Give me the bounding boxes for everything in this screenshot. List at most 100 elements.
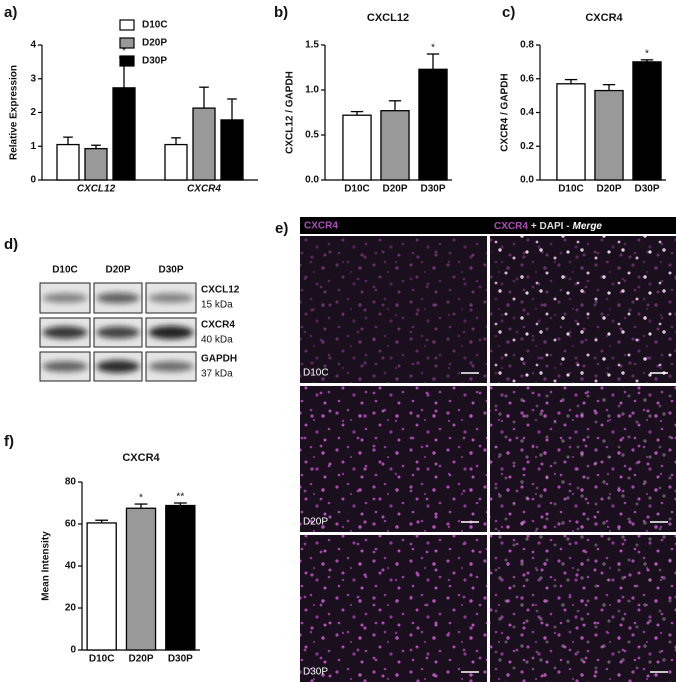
micrograph-nuclei	[490, 386, 676, 532]
protein-size: 37 kDa	[201, 369, 233, 380]
merge-word: Merge	[573, 221, 603, 232]
significance: **	[176, 492, 184, 503]
x-tick-label: D10C	[89, 654, 115, 665]
panel-label: a)	[4, 4, 17, 21]
bar	[342, 114, 372, 181]
bar	[632, 61, 662, 181]
y-axis-label: Relative Expression	[9, 65, 20, 160]
protein-label: CXCR4	[201, 320, 235, 331]
micrograph-cells	[300, 236, 487, 383]
panel-label: f)	[4, 433, 14, 450]
y-tick-label: 0.4	[520, 107, 534, 118]
panel-label: e)	[275, 220, 288, 237]
x-tick-label: D20P	[596, 184, 621, 195]
y-tick-label: 3	[30, 73, 36, 84]
y-tick-label: 0.2	[520, 141, 534, 152]
y-tick-label: 1.0	[305, 85, 319, 96]
significance: *	[122, 46, 126, 57]
blot-band	[148, 361, 194, 372]
bar	[56, 143, 80, 181]
x-tick-label: D10C	[558, 184, 584, 195]
legend-swatch	[119, 37, 135, 49]
micrograph-cells	[300, 386, 487, 532]
panel-label: d)	[4, 236, 18, 253]
bar	[84, 147, 108, 181]
y-tick-label: 1.5	[305, 40, 319, 51]
lane-label: D20P	[105, 265, 130, 276]
x-tick-label: D30P	[634, 184, 659, 195]
micrograph-nuclei	[490, 535, 676, 682]
x-tick-label: D10C	[344, 184, 370, 195]
channel-label: CXCR4	[304, 221, 338, 232]
panel-label: c)	[502, 4, 515, 21]
blot-band	[42, 293, 88, 303]
bar	[86, 522, 117, 651]
header-bar	[300, 217, 676, 234]
y-tick-label: 40	[65, 561, 77, 572]
y-tick-label: 20	[65, 603, 77, 614]
blot-band	[96, 360, 140, 373]
legend-label: D30P	[142, 56, 167, 67]
legend-swatch	[119, 19, 135, 31]
y-tick-label: 0.0	[520, 175, 534, 186]
condition-label: D20P	[303, 517, 328, 528]
blot-band	[148, 325, 194, 340]
micrograph-cells	[300, 535, 487, 682]
blot-band	[148, 293, 194, 303]
x-tick-label: CXCR4	[187, 184, 221, 195]
y-tick-label: 1	[30, 141, 36, 152]
blot-band	[96, 292, 140, 304]
blot-band	[42, 361, 88, 372]
chart-title: CXCR4	[585, 12, 623, 24]
y-tick-label: 0.5	[305, 130, 319, 141]
condition-label: D30P	[303, 667, 328, 678]
protein-size: 40 kDa	[201, 335, 233, 346]
x-tick-label: D30P	[420, 184, 445, 195]
significance: *	[139, 493, 143, 504]
significance: *	[431, 43, 435, 54]
legend-swatch	[119, 55, 135, 67]
bar	[125, 507, 157, 651]
blot-band	[42, 326, 88, 339]
x-tick-label: D20P	[128, 654, 153, 665]
bar	[594, 89, 624, 181]
micrograph-nuclei	[490, 236, 676, 383]
legend-label: D10C	[142, 20, 168, 31]
protein-label: GAPDH	[201, 354, 237, 365]
chart-title: CXCL12	[367, 12, 409, 24]
significance: *	[645, 48, 649, 59]
x-tick-label: CXCL12	[77, 184, 116, 195]
y-axis-label: CXCL12 / GAPDH	[285, 71, 296, 154]
bar	[112, 87, 136, 181]
legend-label: D20P	[142, 38, 167, 49]
lane-label: D10C	[52, 265, 78, 276]
bar	[380, 110, 410, 181]
y-tick-label: 2	[30, 107, 36, 118]
bar	[165, 504, 196, 651]
blot-band	[96, 326, 140, 339]
merge-header: CXCR4 + DAPI - Merge	[494, 221, 602, 232]
merge-plus: + DAPI -	[531, 221, 570, 232]
bar	[192, 107, 216, 181]
y-tick-label: 80	[65, 477, 77, 488]
y-tick-label: 0	[70, 645, 76, 656]
protein-size: 15 kDa	[201, 300, 233, 311]
bar	[556, 83, 586, 181]
y-tick-label: 4	[30, 40, 36, 51]
lane-label: D30P	[158, 265, 183, 276]
y-tick-label: 0.8	[520, 40, 534, 51]
bar	[418, 68, 448, 181]
y-axis-label: CXCR4 / GAPDH	[500, 73, 511, 151]
y-tick-label: 0.0	[305, 175, 319, 186]
y-axis-label: Mean Intensity	[41, 531, 52, 601]
protein-label: CXCL12	[201, 285, 240, 296]
x-tick-label: D30P	[168, 654, 193, 665]
merge-channel: CXCR4	[494, 221, 528, 232]
bar	[164, 143, 188, 181]
condition-label: D10C	[303, 368, 329, 379]
chart-title: CXCR4	[122, 452, 160, 464]
panel-label: b)	[274, 4, 288, 21]
y-tick-label: 0.6	[520, 73, 534, 84]
x-tick-label: D20P	[382, 184, 407, 195]
